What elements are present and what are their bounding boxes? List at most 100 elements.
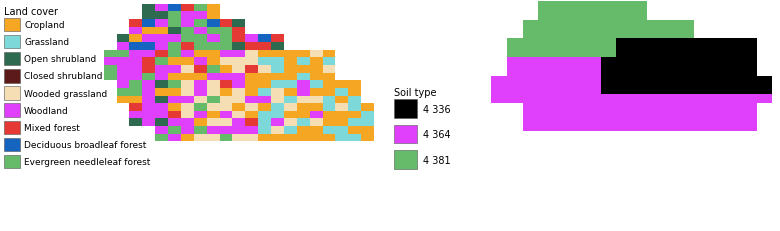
Bar <box>155 104 168 111</box>
Bar <box>310 111 323 119</box>
Bar <box>220 66 232 73</box>
Bar <box>663 21 679 30</box>
Bar <box>194 81 207 88</box>
Bar <box>601 12 616 21</box>
Bar <box>220 134 232 142</box>
Bar <box>194 43 207 50</box>
Bar <box>284 81 296 88</box>
Bar <box>616 49 632 58</box>
Bar <box>142 88 155 96</box>
Bar <box>323 134 335 142</box>
Bar <box>725 104 741 113</box>
Bar <box>585 49 601 58</box>
Bar <box>220 88 232 96</box>
Bar <box>632 49 647 58</box>
Bar <box>585 39 601 49</box>
Bar <box>129 73 143 81</box>
Bar <box>220 27 232 35</box>
Bar <box>335 96 349 104</box>
Bar <box>155 119 168 127</box>
Bar <box>616 113 632 122</box>
Bar <box>220 58 232 66</box>
Bar <box>129 58 143 66</box>
Bar <box>523 85 538 95</box>
Bar <box>616 30 632 39</box>
Bar <box>694 95 710 104</box>
Bar <box>168 66 181 73</box>
Bar <box>569 76 585 85</box>
Bar <box>554 76 569 85</box>
Bar <box>741 95 757 104</box>
Bar <box>258 81 271 88</box>
Bar <box>284 104 296 111</box>
Bar <box>271 134 284 142</box>
Bar <box>245 50 258 58</box>
Bar <box>554 2 569 12</box>
Text: 4 381: 4 381 <box>423 155 451 165</box>
Bar <box>601 30 616 39</box>
Bar <box>194 134 207 142</box>
Bar <box>232 43 246 50</box>
Bar <box>694 85 710 95</box>
Bar <box>601 122 616 132</box>
Bar <box>323 119 335 127</box>
Bar <box>181 66 193 73</box>
Bar <box>207 66 220 73</box>
Bar <box>129 35 143 43</box>
Bar <box>569 30 585 39</box>
Bar <box>168 35 181 43</box>
Bar <box>601 76 616 85</box>
Bar <box>523 95 538 104</box>
Bar <box>271 35 284 43</box>
Bar <box>207 96 220 104</box>
Bar <box>258 58 271 66</box>
Bar <box>168 127 181 134</box>
Bar <box>181 58 193 66</box>
Bar <box>323 111 335 119</box>
Bar <box>632 122 647 132</box>
Bar <box>181 50 193 58</box>
Bar <box>663 49 679 58</box>
Bar <box>725 67 741 76</box>
Bar <box>616 67 632 76</box>
Bar <box>554 58 569 67</box>
Bar <box>323 81 335 88</box>
Bar <box>632 21 647 30</box>
Bar <box>220 35 232 43</box>
Bar <box>168 73 181 81</box>
Bar <box>296 96 310 104</box>
Bar <box>232 96 246 104</box>
Bar <box>554 67 569 76</box>
Bar <box>601 58 616 67</box>
Text: Wooded grassland: Wooded grassland <box>24 89 108 98</box>
Bar <box>258 88 271 96</box>
Bar <box>569 58 585 67</box>
Bar <box>117 43 129 50</box>
Bar <box>117 88 129 96</box>
Bar <box>632 39 647 49</box>
Bar <box>232 27 246 35</box>
Bar <box>258 43 271 50</box>
Bar <box>207 58 220 66</box>
Bar <box>258 119 271 127</box>
Bar <box>194 27 207 35</box>
Bar <box>168 58 181 66</box>
Bar <box>296 119 310 127</box>
Bar <box>181 35 193 43</box>
Bar <box>348 81 361 88</box>
Bar <box>394 100 417 118</box>
Bar <box>725 95 741 104</box>
Bar <box>647 21 663 30</box>
Bar <box>258 50 271 58</box>
Text: Land cover: Land cover <box>4 7 58 17</box>
Bar <box>181 127 193 134</box>
Bar <box>741 67 757 76</box>
Bar <box>207 35 220 43</box>
Bar <box>194 66 207 73</box>
Bar <box>757 85 772 95</box>
Bar <box>694 104 710 113</box>
Bar <box>647 30 663 39</box>
Bar <box>207 20 220 27</box>
Bar <box>632 76 647 85</box>
Bar <box>284 58 296 66</box>
